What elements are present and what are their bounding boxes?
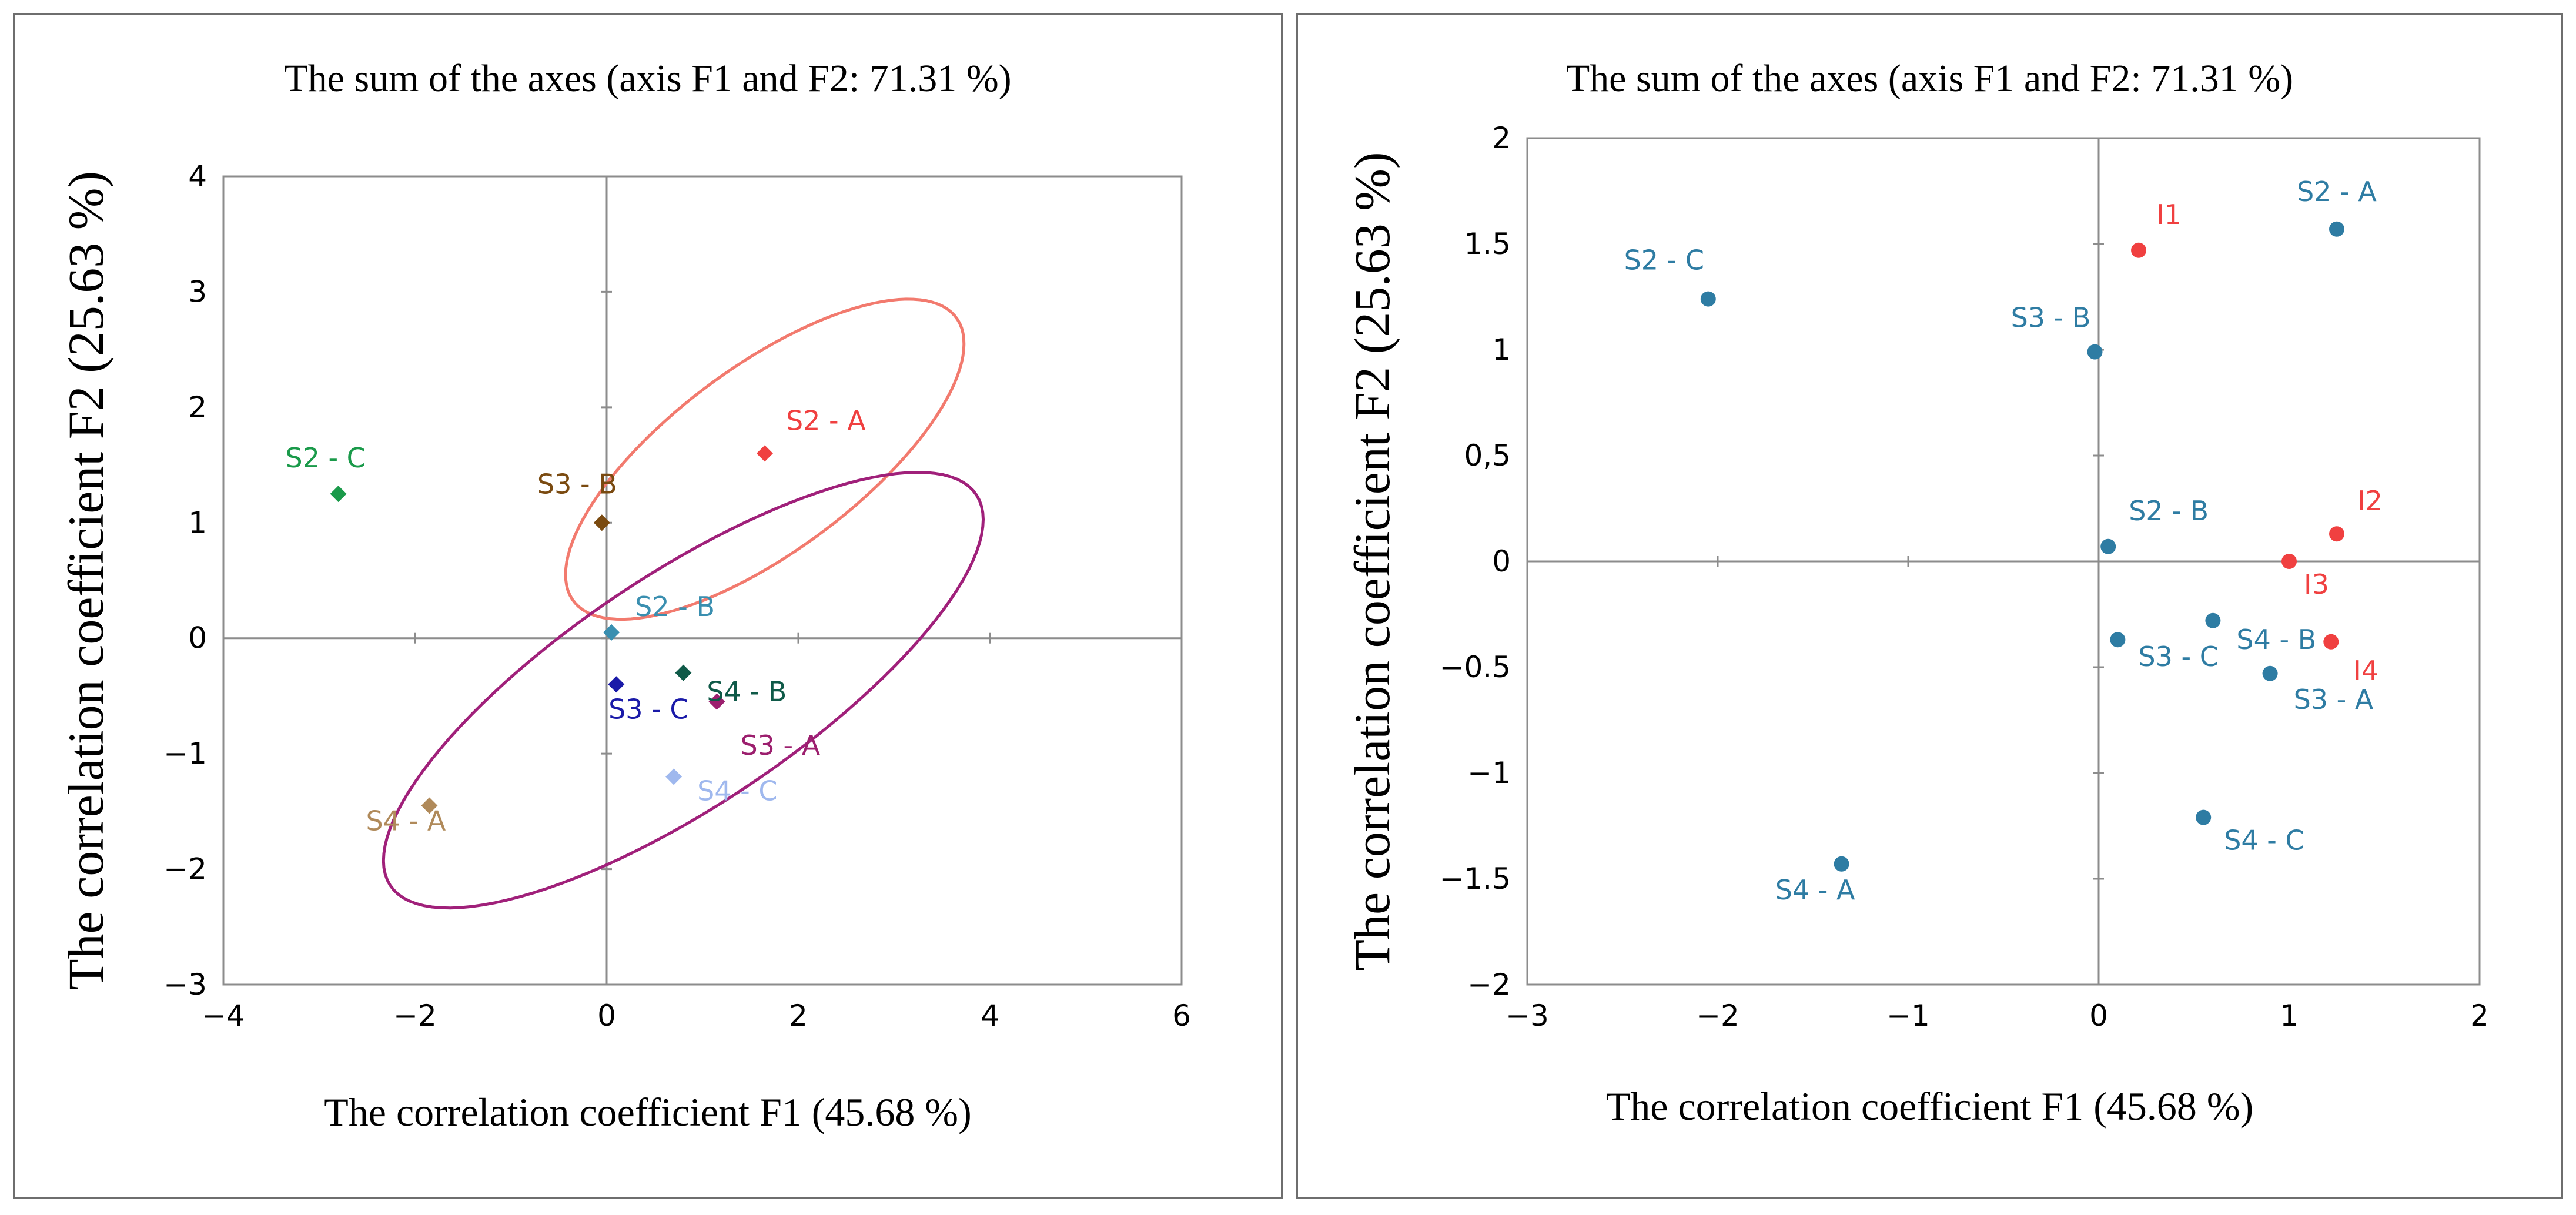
y-tick-label: −2 (1467, 968, 1511, 1002)
y-tick-label: −1.5 (1440, 862, 1511, 896)
x-axis-label: The correlation coefficient F1 (45.68 %) (1606, 1084, 2253, 1129)
point-label-s4-c: S4 - C (2224, 825, 2304, 856)
point-label-s2-c: S2 - C (1624, 245, 1704, 276)
y-tick-label: 4 (188, 159, 207, 193)
point-label-s2-c: S2 - C (285, 442, 365, 474)
x-tick-label: 0 (2089, 999, 2108, 1033)
x-tick-label: 4 (981, 999, 999, 1033)
scatter-chart-right: The sum of the axes (axis F1 and F2: 71.… (1344, 57, 2489, 1129)
point-i4 (2323, 634, 2339, 650)
point-label-s3-c: S3 - C (2138, 641, 2218, 672)
y-tick-label: −2 (163, 852, 207, 886)
y-tick-label: 0,5 (1464, 439, 1511, 473)
point-label-i3: I3 (2304, 568, 2329, 600)
point-label-s2-a: S2 - A (786, 404, 866, 436)
point-s2-a (2329, 221, 2344, 237)
chart-panel-left: The sum of the axes (axis F1 and F2: 71.… (13, 13, 1283, 1199)
point-label-s3-b: S3 - B (537, 468, 617, 500)
x-tick-label: 2 (2470, 999, 2489, 1033)
x-tick-label: −2 (393, 999, 437, 1033)
y-tick-label: −1 (163, 737, 207, 771)
point-label-i1: I1 (2156, 199, 2182, 230)
point-label-s2-b: S2 - B (635, 591, 715, 622)
y-tick-label: 2 (1492, 121, 1511, 155)
point-s2-c (1700, 291, 1716, 307)
x-tick-label: 1 (2280, 999, 2299, 1033)
point-s2-c (330, 486, 347, 503)
x-tick-label: −4 (202, 999, 245, 1033)
point-s4-b (2205, 612, 2221, 628)
point-label-s3-c: S3 - C (608, 693, 688, 725)
y-tick-label: −0.5 (1440, 650, 1511, 684)
point-i1 (2131, 242, 2147, 258)
y-tick-label: 1 (188, 506, 207, 540)
point-s4-c (2196, 809, 2212, 825)
plot-area-border (222, 175, 1183, 986)
y-tick-label: 3 (188, 275, 207, 309)
point-label-s4-c: S4 - C (697, 775, 777, 806)
point-label-s3-a: S3 - A (2294, 684, 2374, 715)
x-tick-label: 0 (597, 999, 616, 1033)
point-label-s4-a: S4 - A (366, 805, 446, 837)
group-ellipse-1 (564, 297, 966, 621)
point-label-s4-a: S4 - A (1775, 874, 1855, 906)
point-s4-a (1834, 856, 1849, 872)
y-tick-label: 2 (188, 390, 207, 424)
x-axis-label: The correlation coefficient F1 (45.68 %) (324, 1090, 971, 1134)
point-label-s4-b: S4 - B (2236, 624, 2316, 655)
y-tick-label: 0 (188, 621, 207, 655)
x-tick-label: −1 (1886, 999, 1930, 1033)
point-label-s2-a: S2 - A (2297, 176, 2377, 207)
point-label-i2: I2 (2357, 485, 2383, 517)
point-s4-c (665, 768, 683, 785)
group-ellipse-2 (382, 470, 985, 910)
x-tick-label: 2 (789, 999, 808, 1033)
x-tick-label: 6 (1172, 999, 1191, 1033)
x-tick-label: −2 (1696, 999, 1739, 1033)
point-label-s4-b: S4 - B (707, 676, 787, 708)
y-tick-label: 1.5 (1464, 227, 1511, 261)
point-s3-b (2087, 344, 2103, 360)
point-label-i4: I4 (2353, 655, 2378, 687)
point-i3 (2281, 554, 2297, 569)
chart-panel-right: The sum of the axes (axis F1 and F2: 71.… (1296, 13, 2563, 1199)
point-s3-c (608, 676, 625, 693)
point-label-s2-b: S2 - B (2129, 495, 2209, 527)
point-s4-a (421, 797, 438, 814)
point-s4-b (675, 664, 692, 681)
point-label-s3-a: S3 - A (740, 729, 820, 761)
scatter-chart-left: The sum of the axes (axis F1 and F2: 71.… (58, 57, 1191, 1134)
point-s3-b (593, 514, 610, 531)
y-tick-label: 0 (1492, 544, 1511, 578)
point-s3-a (708, 693, 725, 710)
chart-title: The sum of the axes (axis F1 and F2: 71.… (284, 57, 1011, 100)
point-label-s3-b: S3 - B (2011, 302, 2091, 334)
y-tick-label: 1 (1492, 333, 1511, 367)
point-s2-b (2100, 538, 2116, 554)
x-tick-label: −3 (1506, 999, 1549, 1033)
point-s2-b (603, 624, 620, 641)
y-tick-label: −1 (1467, 756, 1511, 790)
y-tick-label: −3 (163, 968, 207, 1002)
chart-title: The sum of the axes (axis F1 and F2: 71.… (1566, 57, 2293, 100)
point-s3-a (2262, 665, 2278, 681)
y-axis-label: The correlation coefficient F2 (25.63 %) (1344, 152, 1400, 970)
point-s3-c (2110, 632, 2126, 648)
point-i2 (2329, 526, 2344, 542)
y-axis-label: The correlation coefficient F2 (25.63 %) (58, 171, 114, 990)
point-s2-a (756, 445, 773, 462)
